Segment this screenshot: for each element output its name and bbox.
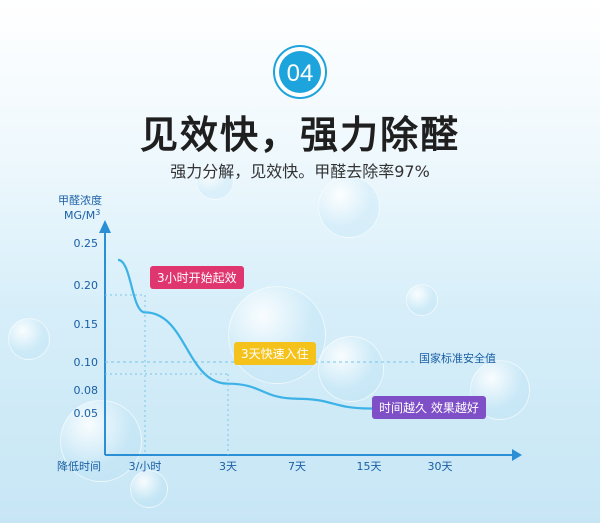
annotation-3days: 3天快速入住 — [234, 342, 316, 365]
y-tick-labels: 0.25 0.20 0.15 0.10 0.08 0.05 — [74, 237, 99, 420]
y-tick-label: 0.25 — [74, 237, 99, 250]
y-tick-label: 0.10 — [74, 356, 99, 369]
bubble-decoration — [318, 176, 380, 238]
bubble-decoration — [60, 400, 142, 482]
y-axis-label: 甲醛浓度 — [58, 193, 102, 207]
badge-number: 04 — [287, 60, 314, 87]
x-tick-label: 15天 — [357, 460, 382, 473]
bubble-decoration — [8, 318, 50, 360]
reference-line: 国家标准安全值 — [105, 351, 496, 365]
annotation-3hours: 3小时开始起效 — [150, 266, 244, 289]
bubble-decoration — [406, 284, 438, 316]
headline: 见效快，强力除醛 — [139, 113, 460, 157]
bubble-decoration — [318, 336, 384, 402]
x-tick-label: 降低时间 — [57, 459, 101, 473]
x-tick-label: 3天 — [219, 460, 237, 473]
y-tick-label: 0.08 — [74, 384, 99, 397]
y-tick-label: 0.20 — [74, 279, 99, 292]
guide-lines — [105, 294, 229, 455]
bubble-decoration — [228, 286, 326, 384]
decay-curve — [117, 258, 441, 415]
x-tick-label: 30天 — [428, 460, 453, 473]
reference-label: 国家标准安全值 — [419, 351, 496, 365]
y-tick-label: 0.15 — [74, 318, 99, 331]
y-axis-unit: MG/M3 — [64, 208, 100, 222]
x-tick-label: 7天 — [288, 460, 306, 473]
y-tick-label: 0.05 — [74, 407, 99, 420]
x-tick-label: 3/小时 — [129, 460, 162, 473]
x-tick-labels: 降低时间 3/小时 3天 7天 15天 30天 — [57, 459, 453, 473]
number-badge: 04 — [273, 45, 327, 99]
bubble-decoration — [130, 470, 168, 508]
bubble-decoration — [196, 162, 234, 200]
x-axis-arrow — [512, 449, 522, 461]
subtitle: 强力分解，见效快。甲醛去除率97% — [170, 162, 430, 181]
y-axis-arrow — [99, 220, 111, 233]
annotation-longer: 时间越久 效果越好 — [372, 396, 486, 419]
